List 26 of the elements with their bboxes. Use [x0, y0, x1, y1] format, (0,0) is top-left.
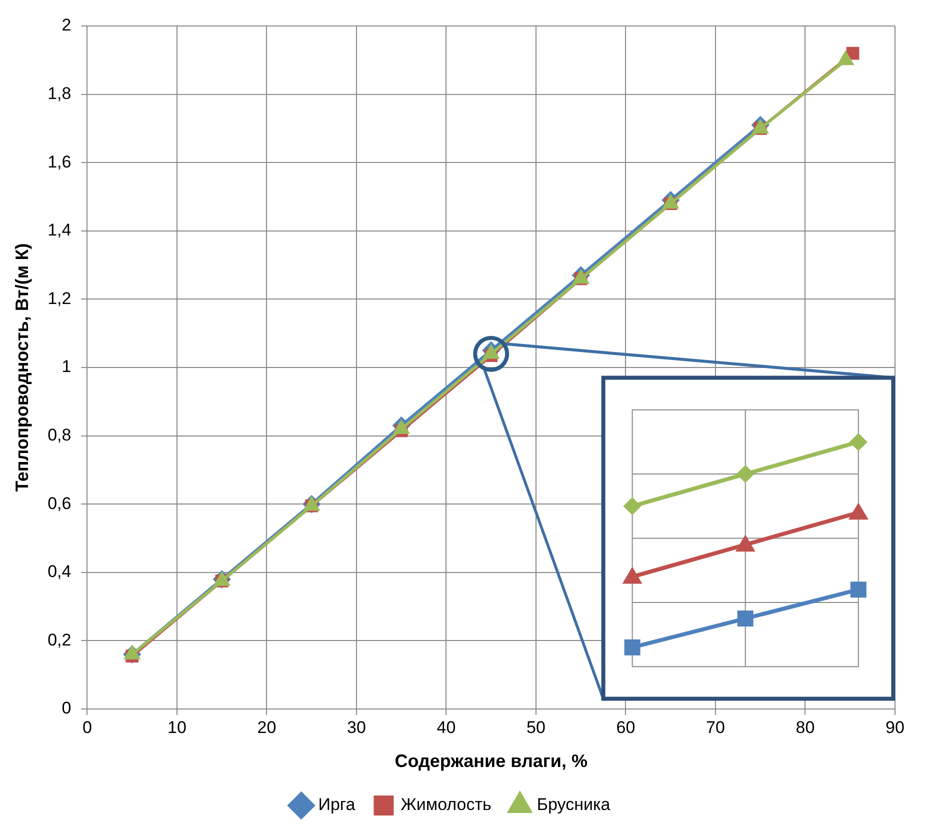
- x-tick-label: 70: [706, 718, 725, 737]
- y-tick-label: 1: [62, 357, 72, 376]
- y-tick-label: 0,2: [48, 630, 72, 650]
- x-tick-label: 80: [796, 718, 815, 737]
- x-tick-label: 40: [436, 718, 456, 737]
- x-tick-label: 0: [82, 718, 92, 737]
- legend-label: Брусника: [536, 795, 611, 814]
- y-tick-label: 1,6: [48, 152, 72, 172]
- legend-label: Ирга: [318, 795, 356, 814]
- x-tick-label: 20: [257, 718, 276, 737]
- x-tick-label: 50: [526, 718, 546, 737]
- x-tick-label: 60: [616, 718, 636, 737]
- y-tick-label: 1,4: [48, 220, 72, 240]
- y-tick-label: 2: [62, 16, 72, 35]
- y-axis-title: Теплопроводность, Вт/(м К): [12, 243, 32, 492]
- y-tick-label: 0,8: [48, 425, 72, 444]
- y-tick-label: 1,8: [48, 84, 72, 103]
- y-tick-label: 0,6: [48, 494, 72, 513]
- legend-label: Жимолость: [400, 795, 492, 814]
- x-tick-label: 10: [168, 718, 186, 737]
- x-tick-label: 90: [886, 718, 904, 737]
- x-axis-title: Содержание влаги, %: [394, 751, 588, 772]
- x-tick-label: 30: [347, 718, 366, 737]
- y-tick-label: 0: [62, 698, 72, 718]
- y-tick-label: 1,2: [48, 288, 72, 308]
- y-tick-label: 0,4: [48, 562, 72, 582]
